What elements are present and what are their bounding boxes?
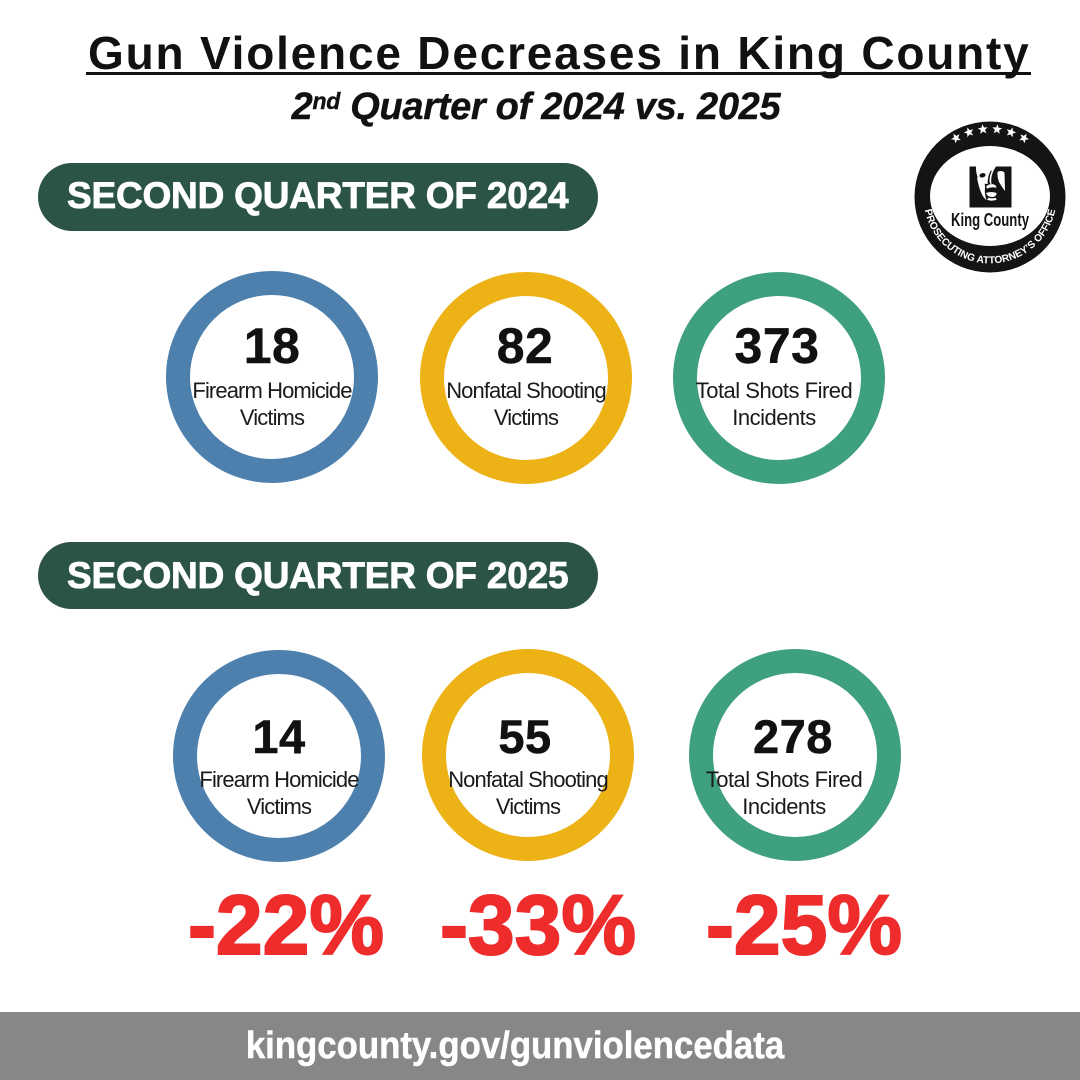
svg-text:King County: King County [951,210,1029,230]
